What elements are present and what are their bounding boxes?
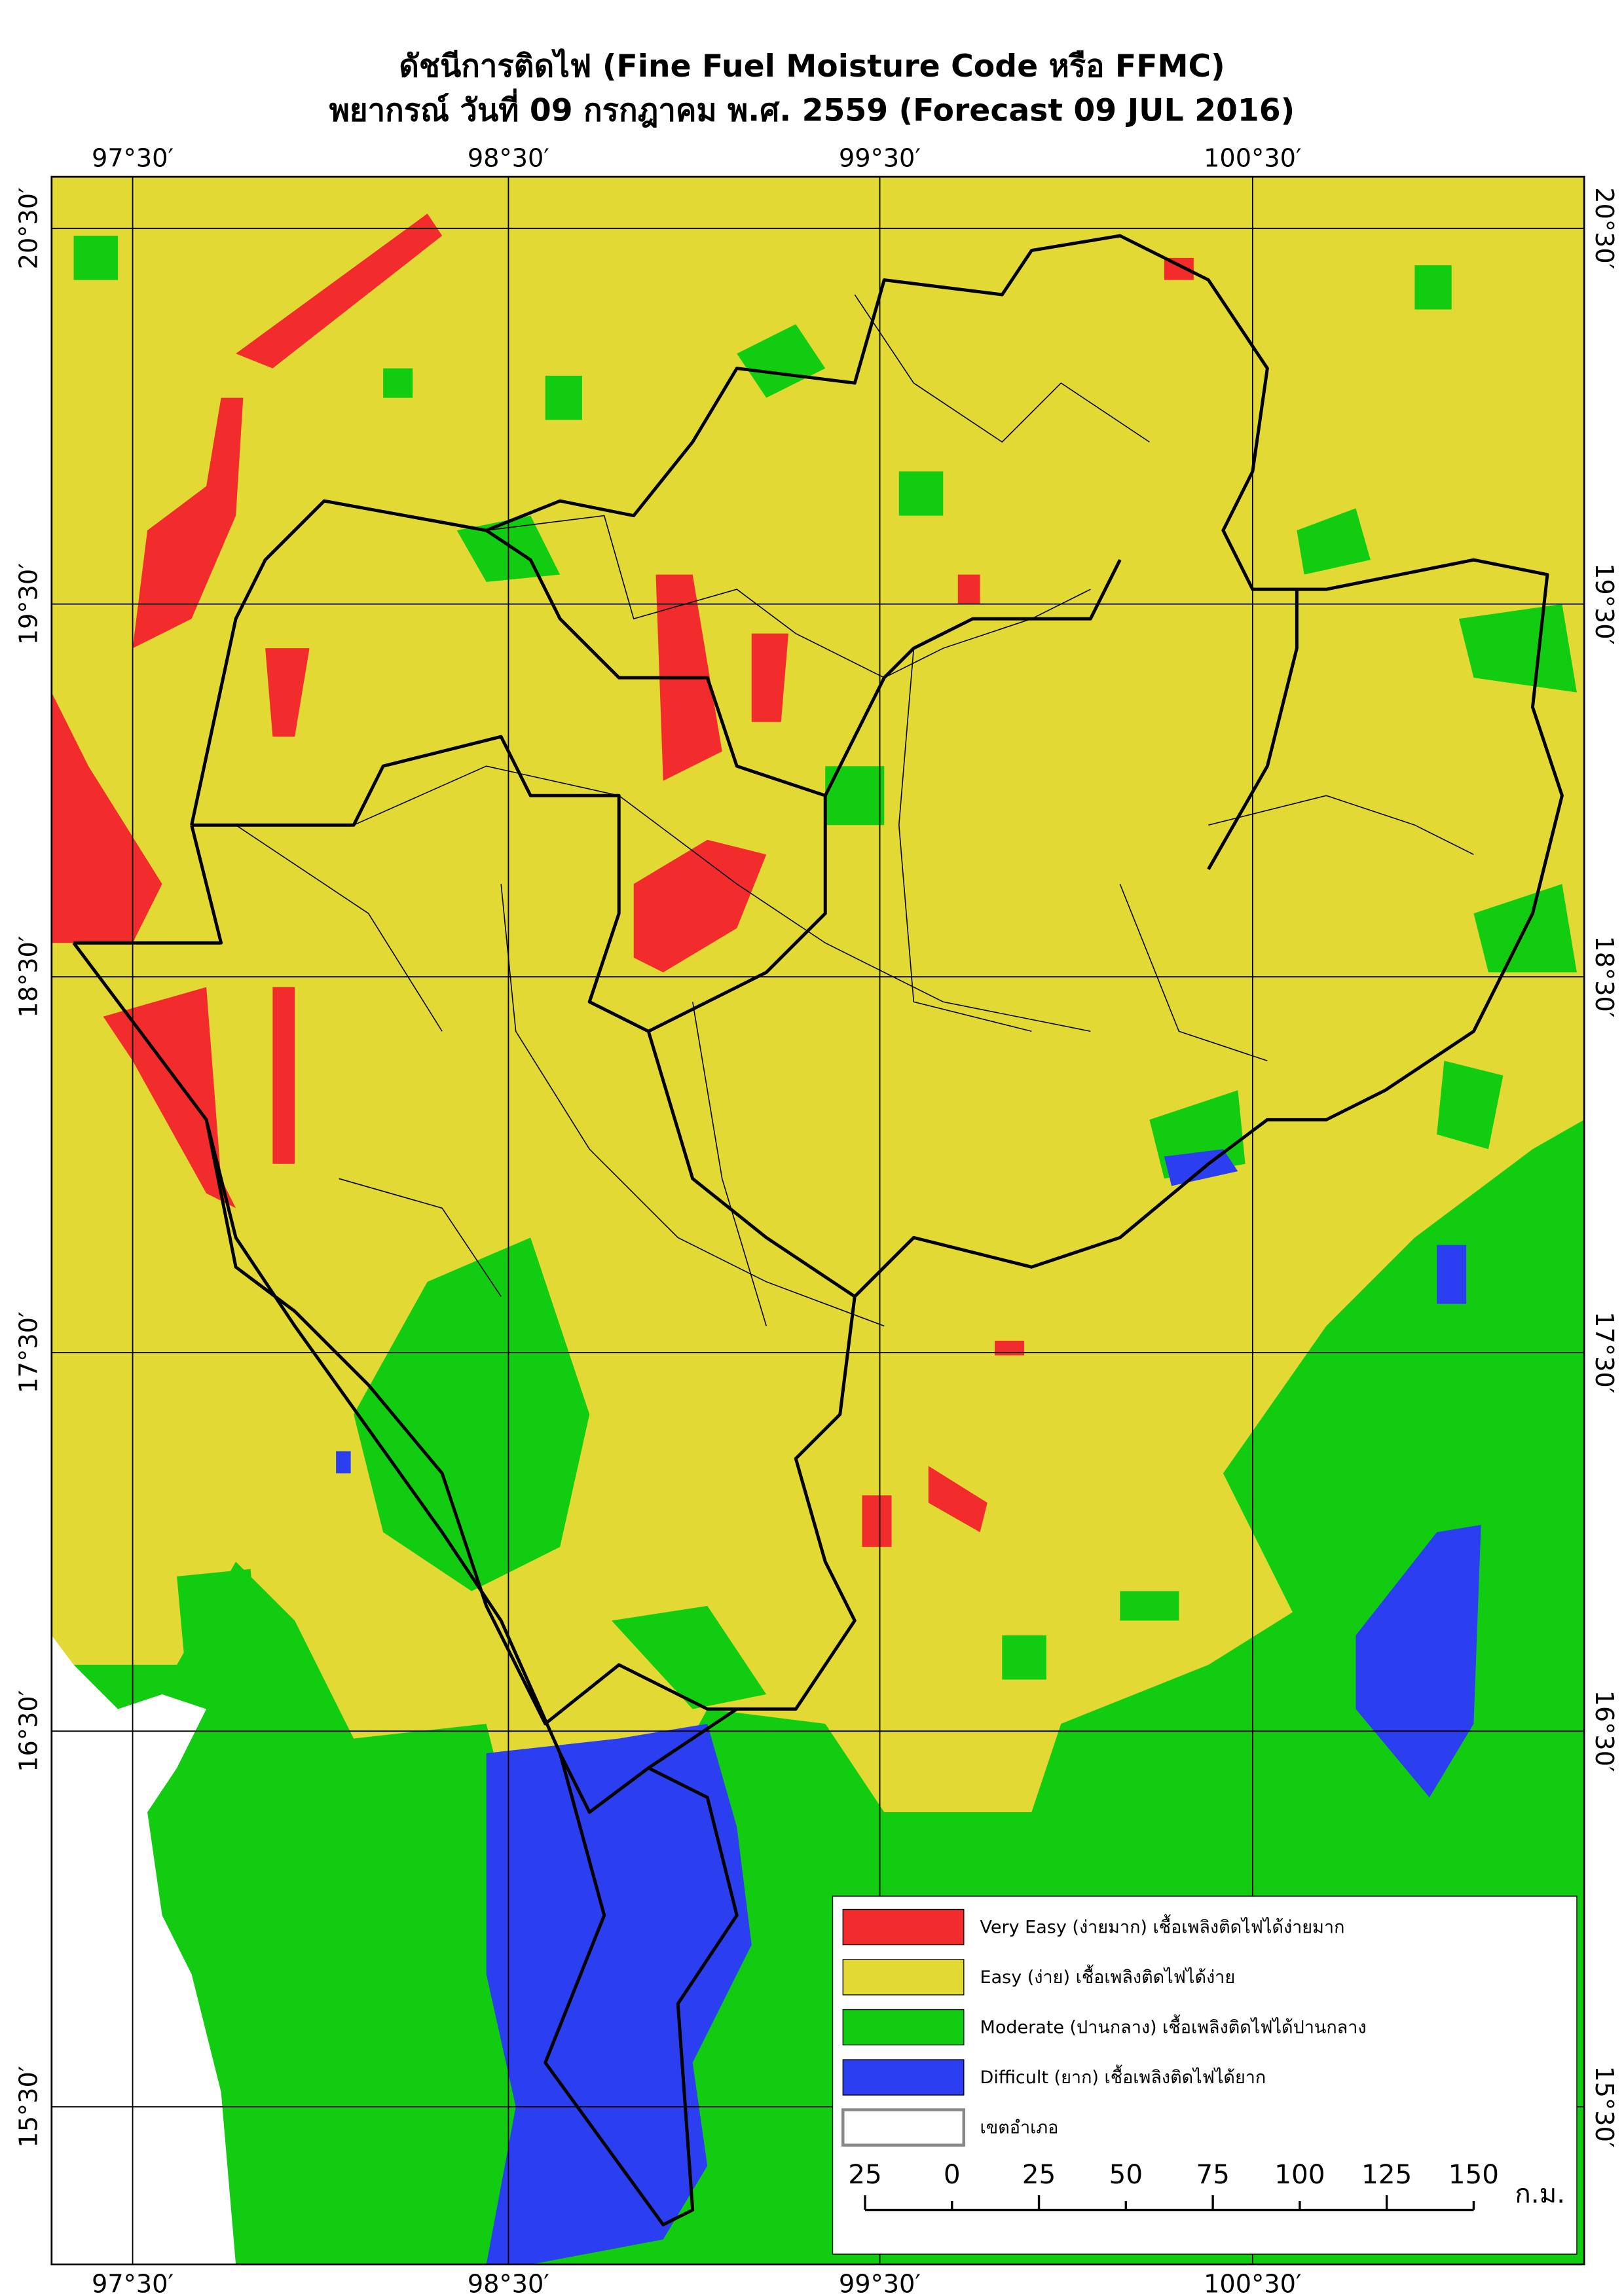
legend-label: เขตอำเภอ xyxy=(980,2118,1059,2138)
province-boundaries xyxy=(72,234,1564,2227)
latitude-label: 16°30′ xyxy=(14,1690,43,1772)
title: ดัชนีการติดไฟ (Fine Fuel Moisture Code ห… xyxy=(399,48,1225,84)
legend: Very Easy (ง่ายมาก) เชื้อเพลิงติดไฟได้ง่… xyxy=(832,1895,1578,2255)
latitude-label: 17°30′ xyxy=(1589,1311,1619,1393)
longitude-label: 97°30′ xyxy=(92,2270,174,2296)
latitude-label: 20°30′ xyxy=(1589,187,1619,269)
scale-label: 150 xyxy=(1449,2159,1499,2190)
legend-swatch xyxy=(842,1959,965,1995)
scale-label: 25 xyxy=(848,2159,882,2190)
latitude-label: 20°30′ xyxy=(14,187,43,269)
scale-label: 125 xyxy=(1361,2159,1412,2190)
scale-label: 25 xyxy=(1022,2159,1056,2190)
moderate-zone xyxy=(1223,1120,1585,1680)
district-boundaries xyxy=(235,294,1474,1327)
legend-items: Very Easy (ง่ายมาก) เชื้อเพลิงติดไฟได้ง่… xyxy=(841,1908,1367,2147)
latitude-label: 19°30′ xyxy=(1589,563,1619,645)
legend-swatch xyxy=(841,2108,966,2147)
legend-swatch xyxy=(842,2059,965,2096)
legend-label: Difficult (ยาก) เชื้อเพลิงติดไฟได้ยาก xyxy=(980,2064,1266,2088)
longitude-label: 97°30′ xyxy=(92,143,174,173)
scale-label: 75 xyxy=(1196,2159,1230,2190)
longitude-label: 99°30′ xyxy=(839,2270,921,2296)
latitude-label: 17°30′ xyxy=(14,1311,43,1393)
longitude-label: 99°30′ xyxy=(839,143,921,173)
graticule-labels: 97°30′ 97°30′ 98°30′ 98°30′ 99°30′ 99°30′ 100°… xyxy=(14,143,1619,2296)
latitude-label: 15°30′ xyxy=(1589,2066,1619,2147)
latitude-label: 16°30′ xyxy=(1589,1690,1619,1772)
legend-label: Very Easy (ง่ายมาก) เชื้อเพลิงติดไฟได้ง่… xyxy=(980,1914,1345,1938)
scale-label: 0 xyxy=(944,2159,961,2190)
scale-bar: 25 0 25 50 75 100 125 150 xyxy=(848,2159,1499,2210)
longitude-label: 98°30′ xyxy=(468,143,549,173)
legend-label: Easy (ง่าย) เชื้อเพลิงติดไฟได้ง่าย xyxy=(980,1964,1236,1988)
legend-swatch xyxy=(842,2009,965,2046)
longitude-label: 100°30′ xyxy=(1204,143,1301,173)
subtitle: พยากรณ์ วันที่ 09 กรกฎาคม พ.ศ. 2559 (For… xyxy=(329,88,1295,129)
latitude-label: 19°30′ xyxy=(14,563,43,645)
latitude-label: 18°30′ xyxy=(1589,936,1619,1017)
scale-label: 50 xyxy=(1109,2159,1143,2190)
latitude-label: 15°30′ xyxy=(14,2066,43,2147)
scale-unit: ก.ม. xyxy=(1515,2178,1565,2209)
legend-swatch xyxy=(842,1908,965,1946)
moderate-zone xyxy=(177,1569,1179,1709)
scale-label: 100 xyxy=(1274,2159,1325,2190)
moderate-zone xyxy=(354,1237,590,1592)
map-frame xyxy=(50,175,1585,2266)
latitude-label: 18°30′ xyxy=(14,936,43,1017)
legend-label: Moderate (ปานกลาง) เชื้อเพลิงติดไฟได้ปาน… xyxy=(980,2014,1367,2038)
longitude-label: 98°30′ xyxy=(468,2270,549,2296)
longitude-label: 100°30′ xyxy=(1204,2270,1301,2296)
